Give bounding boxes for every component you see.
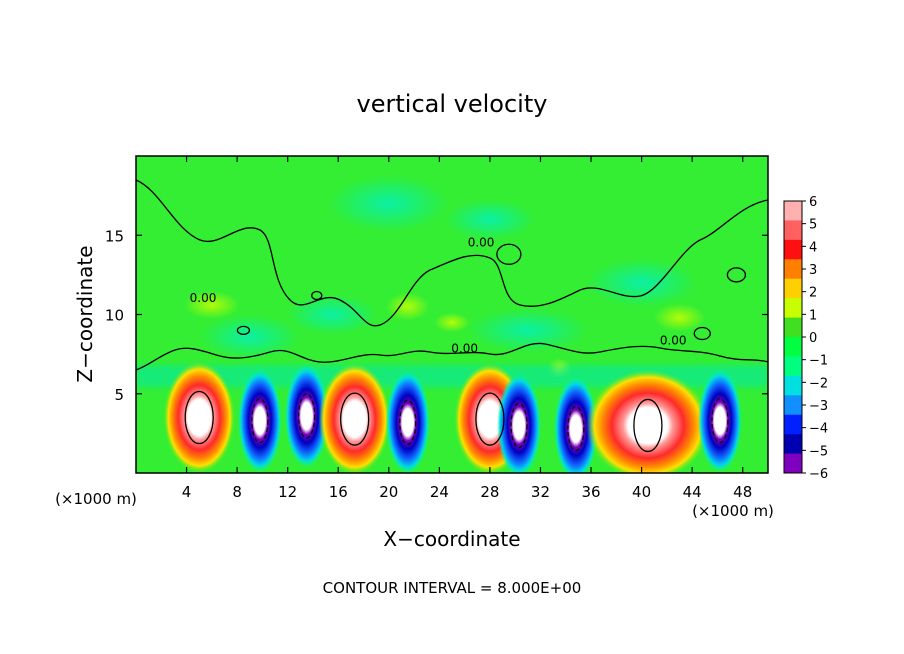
contour-negative (567, 405, 585, 452)
x-tick-label: 8 (232, 483, 242, 501)
colorbar-segment (784, 395, 802, 416)
field-patch (385, 292, 430, 321)
colorbar-segment (784, 239, 802, 260)
contour-label: 0.00 (451, 342, 478, 356)
colorbar-label: 6 (809, 195, 817, 210)
downdraft-cell (697, 368, 742, 473)
contour-negative (297, 393, 316, 439)
colorbar-label: −1 (809, 354, 828, 369)
x-unit-left: (×1000 m) (55, 490, 137, 508)
colorbar-label: 1 (809, 308, 817, 323)
contour-zero (311, 290, 323, 301)
colorbar-segment (784, 220, 802, 241)
contour-label: 0.00 (190, 291, 217, 305)
y-axis-label: Z−coordinate (73, 245, 97, 382)
field-patch (467, 308, 588, 353)
updraft-cell (585, 369, 710, 473)
colorbar-label: 2 (809, 286, 817, 301)
contour-positive (475, 392, 505, 446)
field-patch (328, 175, 449, 232)
chart-title: vertical velocity (357, 90, 548, 118)
colorbar-segment (784, 337, 802, 357)
downdraft-cell (237, 368, 282, 473)
colorbar: 6 5 4 3 2 1 0 −1 −2 −3 −4 −5 −6 (783, 195, 828, 482)
colorbar-segment (784, 298, 802, 319)
colorbar-label: 0 (809, 331, 817, 346)
x-unit-right: (×1000 m) (692, 502, 774, 520)
contour-zero (236, 325, 251, 336)
contour-negative (399, 399, 417, 445)
x-tick-label: 44 (683, 483, 702, 501)
x-tick-label: 4 (182, 483, 192, 501)
colorbar-segment (784, 453, 802, 474)
contour-positive (340, 392, 370, 446)
colorbar-label: 5 (809, 218, 817, 233)
contour-label: 0.00 (468, 235, 495, 249)
x-tick-label: 40 (632, 483, 651, 501)
plot-area: 0.00 0.00 0.00 0.00 (135, 155, 769, 474)
y-tick-label: 10 (105, 307, 124, 325)
colorbar-label: 4 (809, 240, 817, 255)
field-patch (434, 312, 470, 333)
x-tick-label: 32 (531, 483, 550, 501)
field-patch (199, 314, 300, 359)
x-tick-label: 12 (278, 483, 297, 501)
field-patch (653, 303, 706, 332)
contour-label: 0.00 (660, 334, 687, 348)
updraft-cell (163, 361, 236, 473)
contour-zero (136, 342, 768, 371)
colorbar-label: 3 (809, 263, 817, 278)
x-tick-label: 48 (733, 483, 752, 501)
x-tick-label: 24 (430, 483, 449, 501)
contour-zero (496, 243, 522, 265)
contour-interval-footer: CONTOUR INTERVAL = 8.000E+00 (323, 579, 582, 597)
x-tick-label: 36 (581, 483, 600, 501)
field-patch (444, 199, 535, 240)
colorbar-segment (784, 434, 802, 455)
colorbar-segment (784, 356, 802, 377)
y-tick-label: 5 (114, 386, 124, 404)
contour-negative (251, 398, 269, 444)
contour-zero (726, 267, 747, 283)
downdraft-cell (284, 363, 329, 468)
contour-positive (633, 398, 663, 453)
colorbar-segment (784, 201, 802, 221)
colorbar-label: −6 (809, 467, 828, 482)
contour-zero (136, 179, 768, 327)
contour-positive (184, 390, 214, 445)
colorbar-segment (784, 414, 802, 435)
y-tick-label: 15 (105, 227, 124, 245)
field-patch (586, 258, 697, 307)
contour-zero (693, 326, 711, 341)
colorbar-segment (784, 317, 802, 338)
colorbar-segment (784, 375, 802, 396)
downdraft-cell (385, 370, 430, 473)
field-patch (286, 294, 377, 335)
updraft-cell (318, 363, 391, 473)
colorbar-segment (784, 259, 802, 280)
downdraft-cell (553, 376, 598, 473)
downdraft-cell (496, 373, 541, 473)
colorbar-label: −2 (809, 376, 828, 391)
colorbar-label: −5 (809, 444, 828, 459)
field-patch (183, 290, 240, 319)
x-tick-label: 28 (480, 483, 499, 501)
x-tick-label: 20 (379, 483, 398, 501)
colorbar-label: −4 (809, 422, 828, 437)
colorbar-label: −3 (809, 399, 828, 414)
colorbar-segment (784, 278, 802, 299)
x-tick-label: 16 (329, 483, 348, 501)
contour-negative (711, 398, 729, 444)
x-axis-label: X−coordinate (383, 527, 520, 551)
contour-negative (510, 402, 528, 449)
